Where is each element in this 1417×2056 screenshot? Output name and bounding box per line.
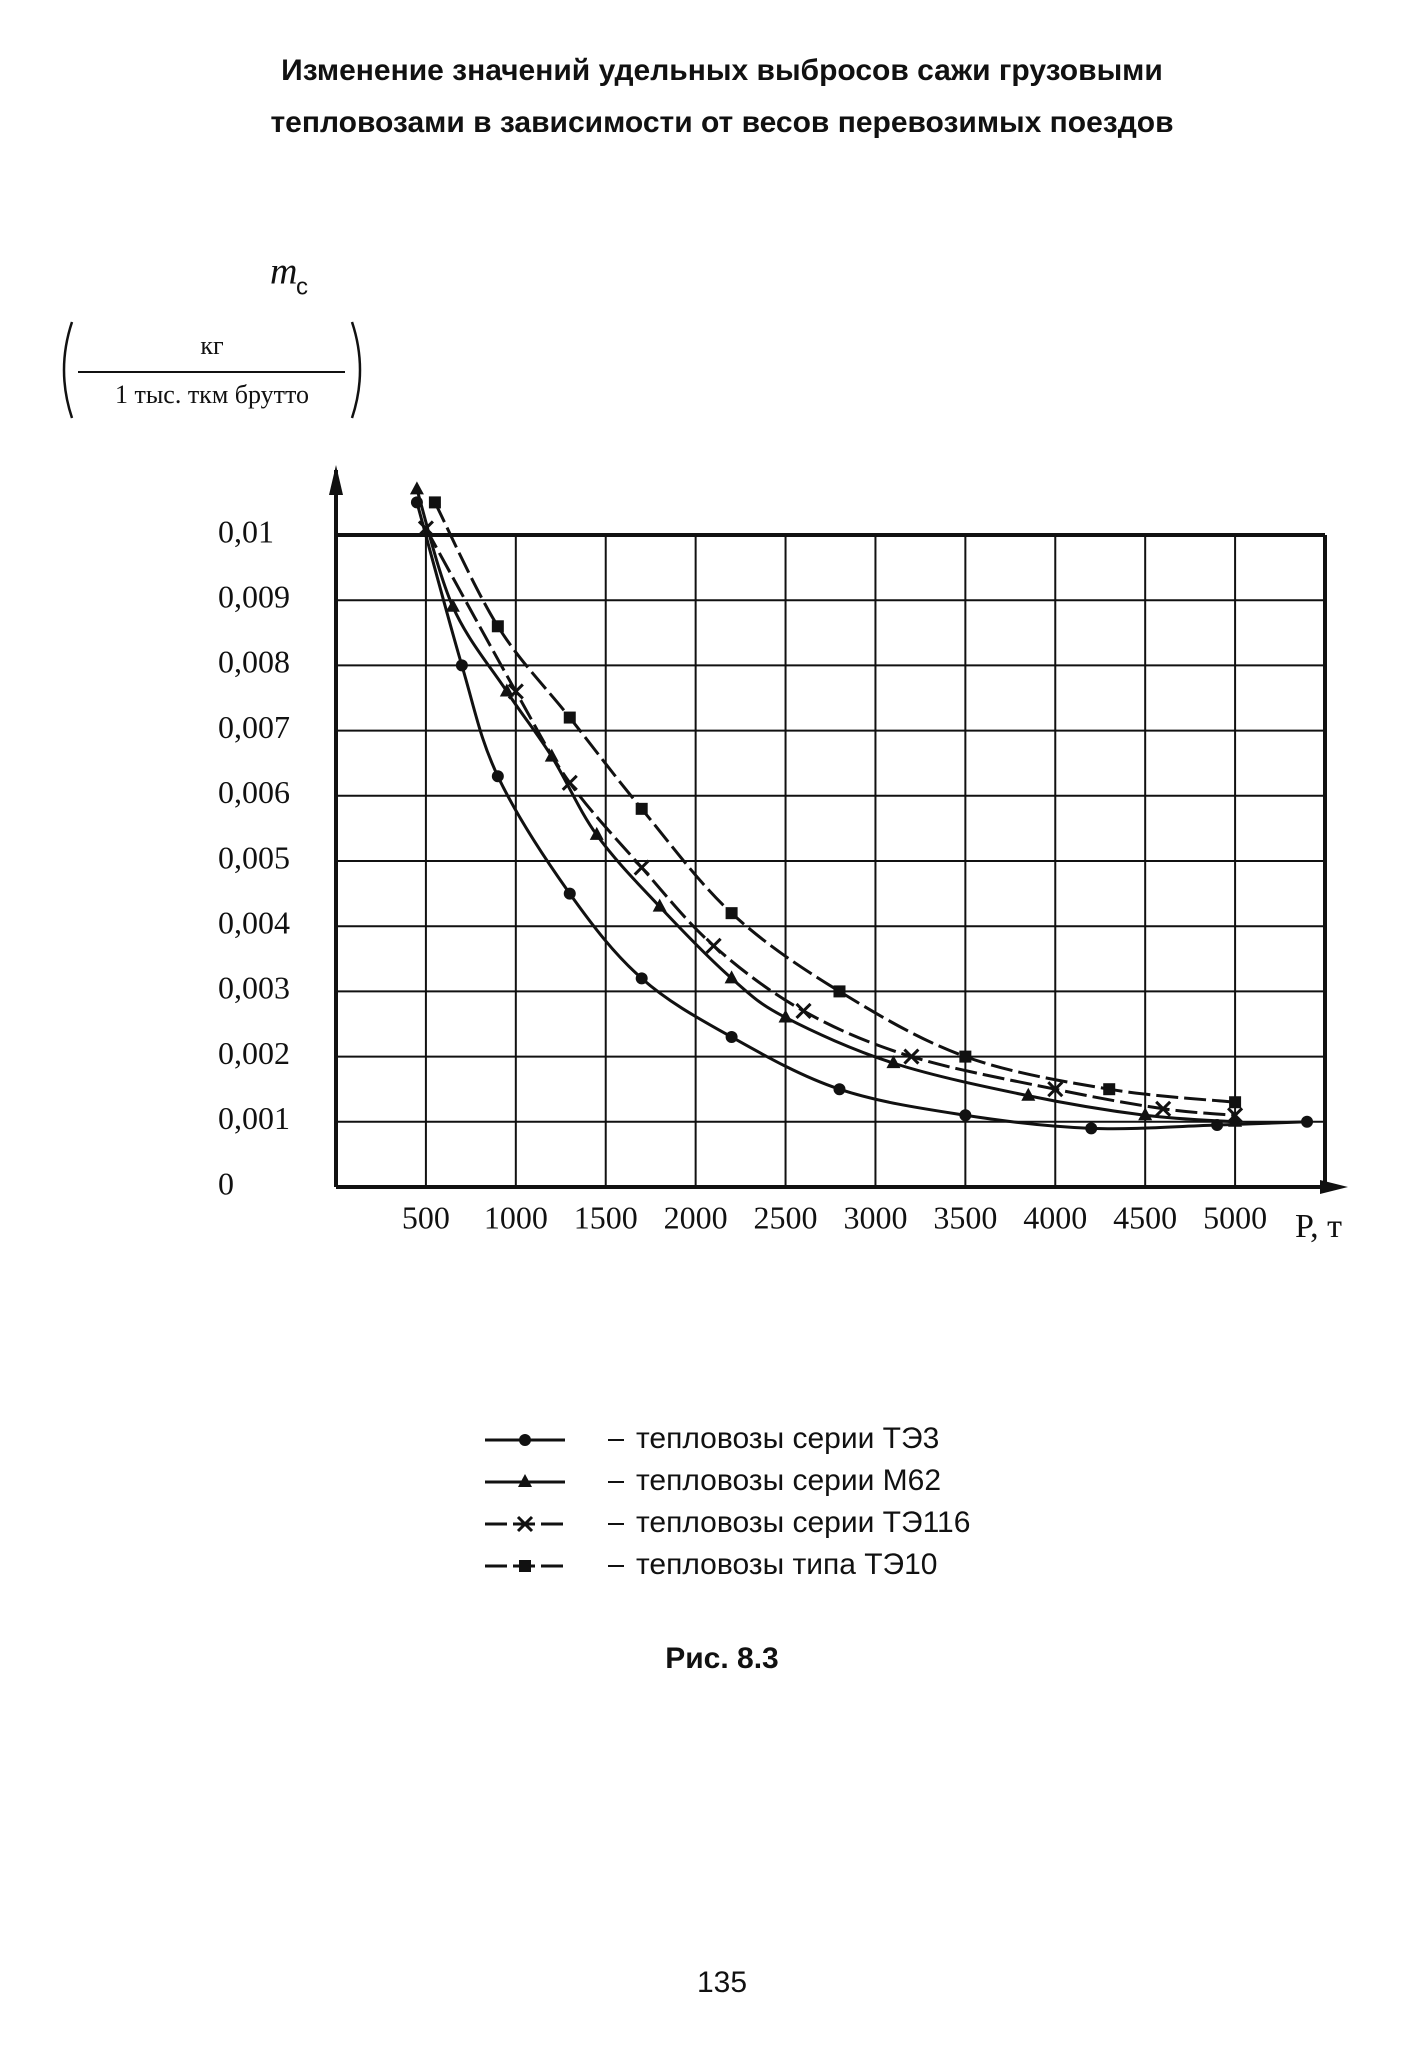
marker <box>445 598 460 612</box>
x-tick-label: 1500 <box>574 1199 638 1235</box>
x-tick-label: 1000 <box>484 1199 548 1235</box>
marker <box>778 1009 793 1023</box>
series-line <box>415 488 1236 1124</box>
marker <box>563 711 576 724</box>
x-tick-label: 3000 <box>843 1199 907 1235</box>
legend-label: тепловозы серии ТЭ116 <box>636 1506 970 1539</box>
marker <box>519 1434 531 1446</box>
legend-label: тепловозы типа ТЭ10 <box>636 1548 937 1581</box>
x-tick-label: 4500 <box>1113 1199 1177 1235</box>
marker <box>563 887 576 900</box>
marker <box>1229 1096 1242 1109</box>
marker <box>1227 1107 1244 1124</box>
marker <box>1085 1122 1098 1135</box>
x-tick-label: 500 <box>402 1199 450 1235</box>
series-line <box>415 502 1308 1131</box>
marker <box>1301 1115 1314 1128</box>
y-tick-label: 0,01 <box>218 513 274 549</box>
y-symbol: m <box>270 251 297 293</box>
marker <box>428 496 441 509</box>
marker <box>455 659 468 672</box>
marker <box>1155 1100 1172 1117</box>
y-tick-label: 0,003 <box>218 970 290 1006</box>
x-tick-label: 5000 <box>1203 1199 1267 1235</box>
marker <box>1047 1081 1064 1098</box>
marker <box>518 1474 532 1487</box>
marker <box>519 1560 531 1572</box>
y-tick-label: 0,009 <box>218 579 290 615</box>
marker <box>635 972 648 985</box>
marker <box>635 802 648 815</box>
marker <box>507 683 524 700</box>
y-tick-label: 0,001 <box>218 1100 290 1136</box>
marker <box>561 774 578 791</box>
x-tick-label: 4000 <box>1023 1199 1087 1235</box>
y-tick-label: 0 <box>218 1165 234 1201</box>
y-subscript: с <box>296 273 308 300</box>
x-axis-label: P, т <box>1295 1208 1342 1245</box>
caption: Рис. 8.3 <box>665 1642 779 1675</box>
series-line <box>424 527 1236 1117</box>
marker <box>499 683 514 697</box>
marker <box>959 1050 972 1063</box>
series-line <box>433 501 1236 1104</box>
title-line: Изменение значений удельных выбросов саж… <box>281 54 1163 87</box>
y-tick-label: 0,007 <box>218 709 290 745</box>
legend-label: тепловозы серии М62 <box>636 1464 941 1497</box>
y-tick-label: 0,004 <box>218 905 290 941</box>
marker <box>417 520 434 537</box>
marker <box>491 770 504 783</box>
marker <box>886 1055 901 1069</box>
marker <box>633 859 650 876</box>
y-tick-label: 0,002 <box>218 1035 290 1071</box>
x-tick-label: 2000 <box>664 1199 728 1235</box>
x-tick-label: 3500 <box>933 1199 997 1235</box>
y-unit-numerator: кг <box>200 331 223 360</box>
marker <box>724 970 739 984</box>
marker <box>409 481 424 495</box>
marker <box>725 1031 738 1044</box>
marker <box>516 1515 534 1533</box>
y-unit-denominator: 1 тыс. ткм брутто <box>115 380 309 409</box>
marker <box>589 826 604 840</box>
marker <box>1138 1107 1153 1121</box>
legend-label: тепловозы серии ТЭ3 <box>636 1422 939 1455</box>
marker <box>903 1048 920 1065</box>
y-arrow <box>329 465 343 495</box>
marker <box>491 620 504 633</box>
marker <box>833 985 846 998</box>
title-line: тепловозами в зависимости от весов перев… <box>270 106 1173 139</box>
x-tick-label: 2500 <box>754 1199 818 1235</box>
y-tick-label: 0,006 <box>218 774 290 810</box>
marker <box>959 1109 972 1122</box>
marker <box>795 1002 812 1020</box>
plot: 0 0,001 0,002 0,003 0,004 0,005 0,006 0,007 0,00… <box>218 465 1348 1245</box>
x-arrow <box>1320 1180 1348 1194</box>
paren <box>62 321 74 419</box>
marker <box>705 937 722 954</box>
marker <box>1228 1113 1243 1127</box>
marker <box>1103 1083 1116 1096</box>
y-tick-label: 0,008 <box>218 644 290 680</box>
paren <box>350 321 362 419</box>
marker <box>652 898 667 912</box>
marker <box>1021 1087 1036 1101</box>
page-number: 135 <box>697 1966 747 1999</box>
y-tick-label: 0,005 <box>218 839 290 875</box>
marker <box>833 1083 846 1096</box>
marker <box>725 907 738 920</box>
